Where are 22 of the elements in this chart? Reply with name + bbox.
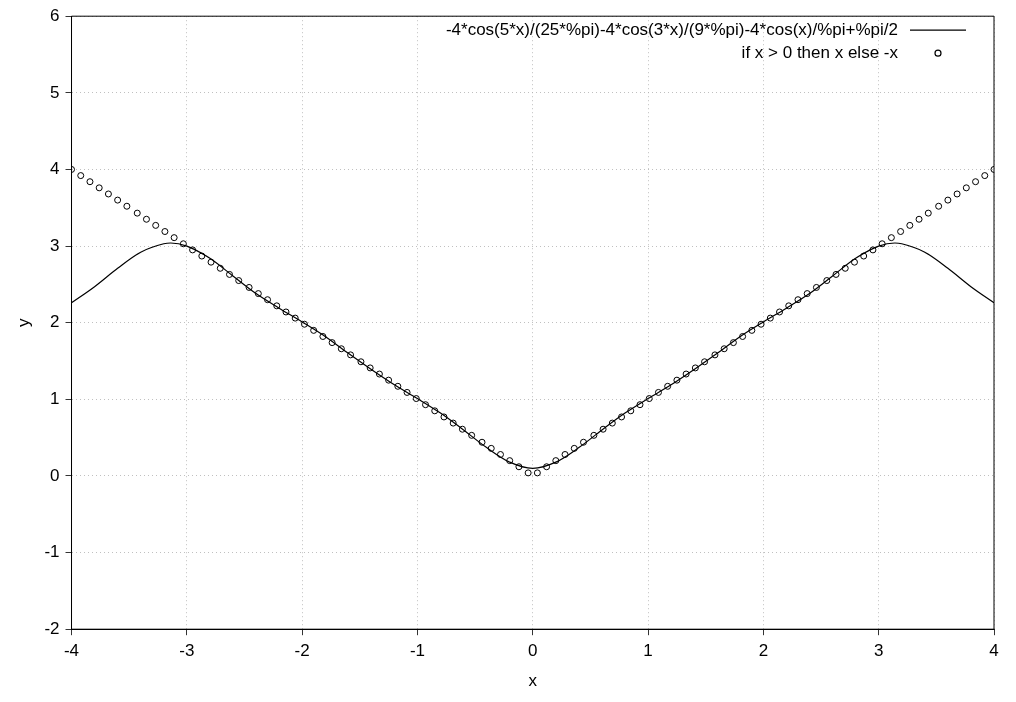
x-tick-label: 1 (643, 641, 653, 661)
legend-label: if x > 0 then x else -x (741, 42, 899, 62)
legend-label: -4*cos(5*x)/(25*%pi)-4*cos(3*x)/(9*%pi)-4*cos(x)/%pi+%pi/2 (445, 19, 898, 39)
x-tick-label: -1 (409, 641, 426, 661)
x-tick-label: 0 (528, 641, 538, 661)
y-axis-title: y (13, 317, 33, 327)
x-axis-title: x (528, 671, 538, 691)
x-tick-label: -2 (294, 641, 310, 661)
x-tick-label: 2 (758, 641, 769, 661)
x-tick-label: 3 (873, 641, 884, 661)
y-tick-label: 0 (50, 465, 60, 485)
y-tick-label: 6 (50, 5, 60, 25)
y-tick-label: 4 (50, 159, 60, 179)
x-tick-label: 4 (989, 641, 999, 661)
y-tick-label: 1 (50, 389, 60, 409)
y-tick-label: 2 (50, 312, 60, 332)
y-tick-label: -2 (44, 618, 60, 638)
x-tick-label: -4 (63, 641, 80, 661)
y-tick-label: 3 (50, 235, 60, 255)
y-tick-label: 5 (50, 82, 60, 102)
x-tick-label: -3 (179, 641, 195, 661)
y-tick-label: -1 (44, 542, 60, 562)
